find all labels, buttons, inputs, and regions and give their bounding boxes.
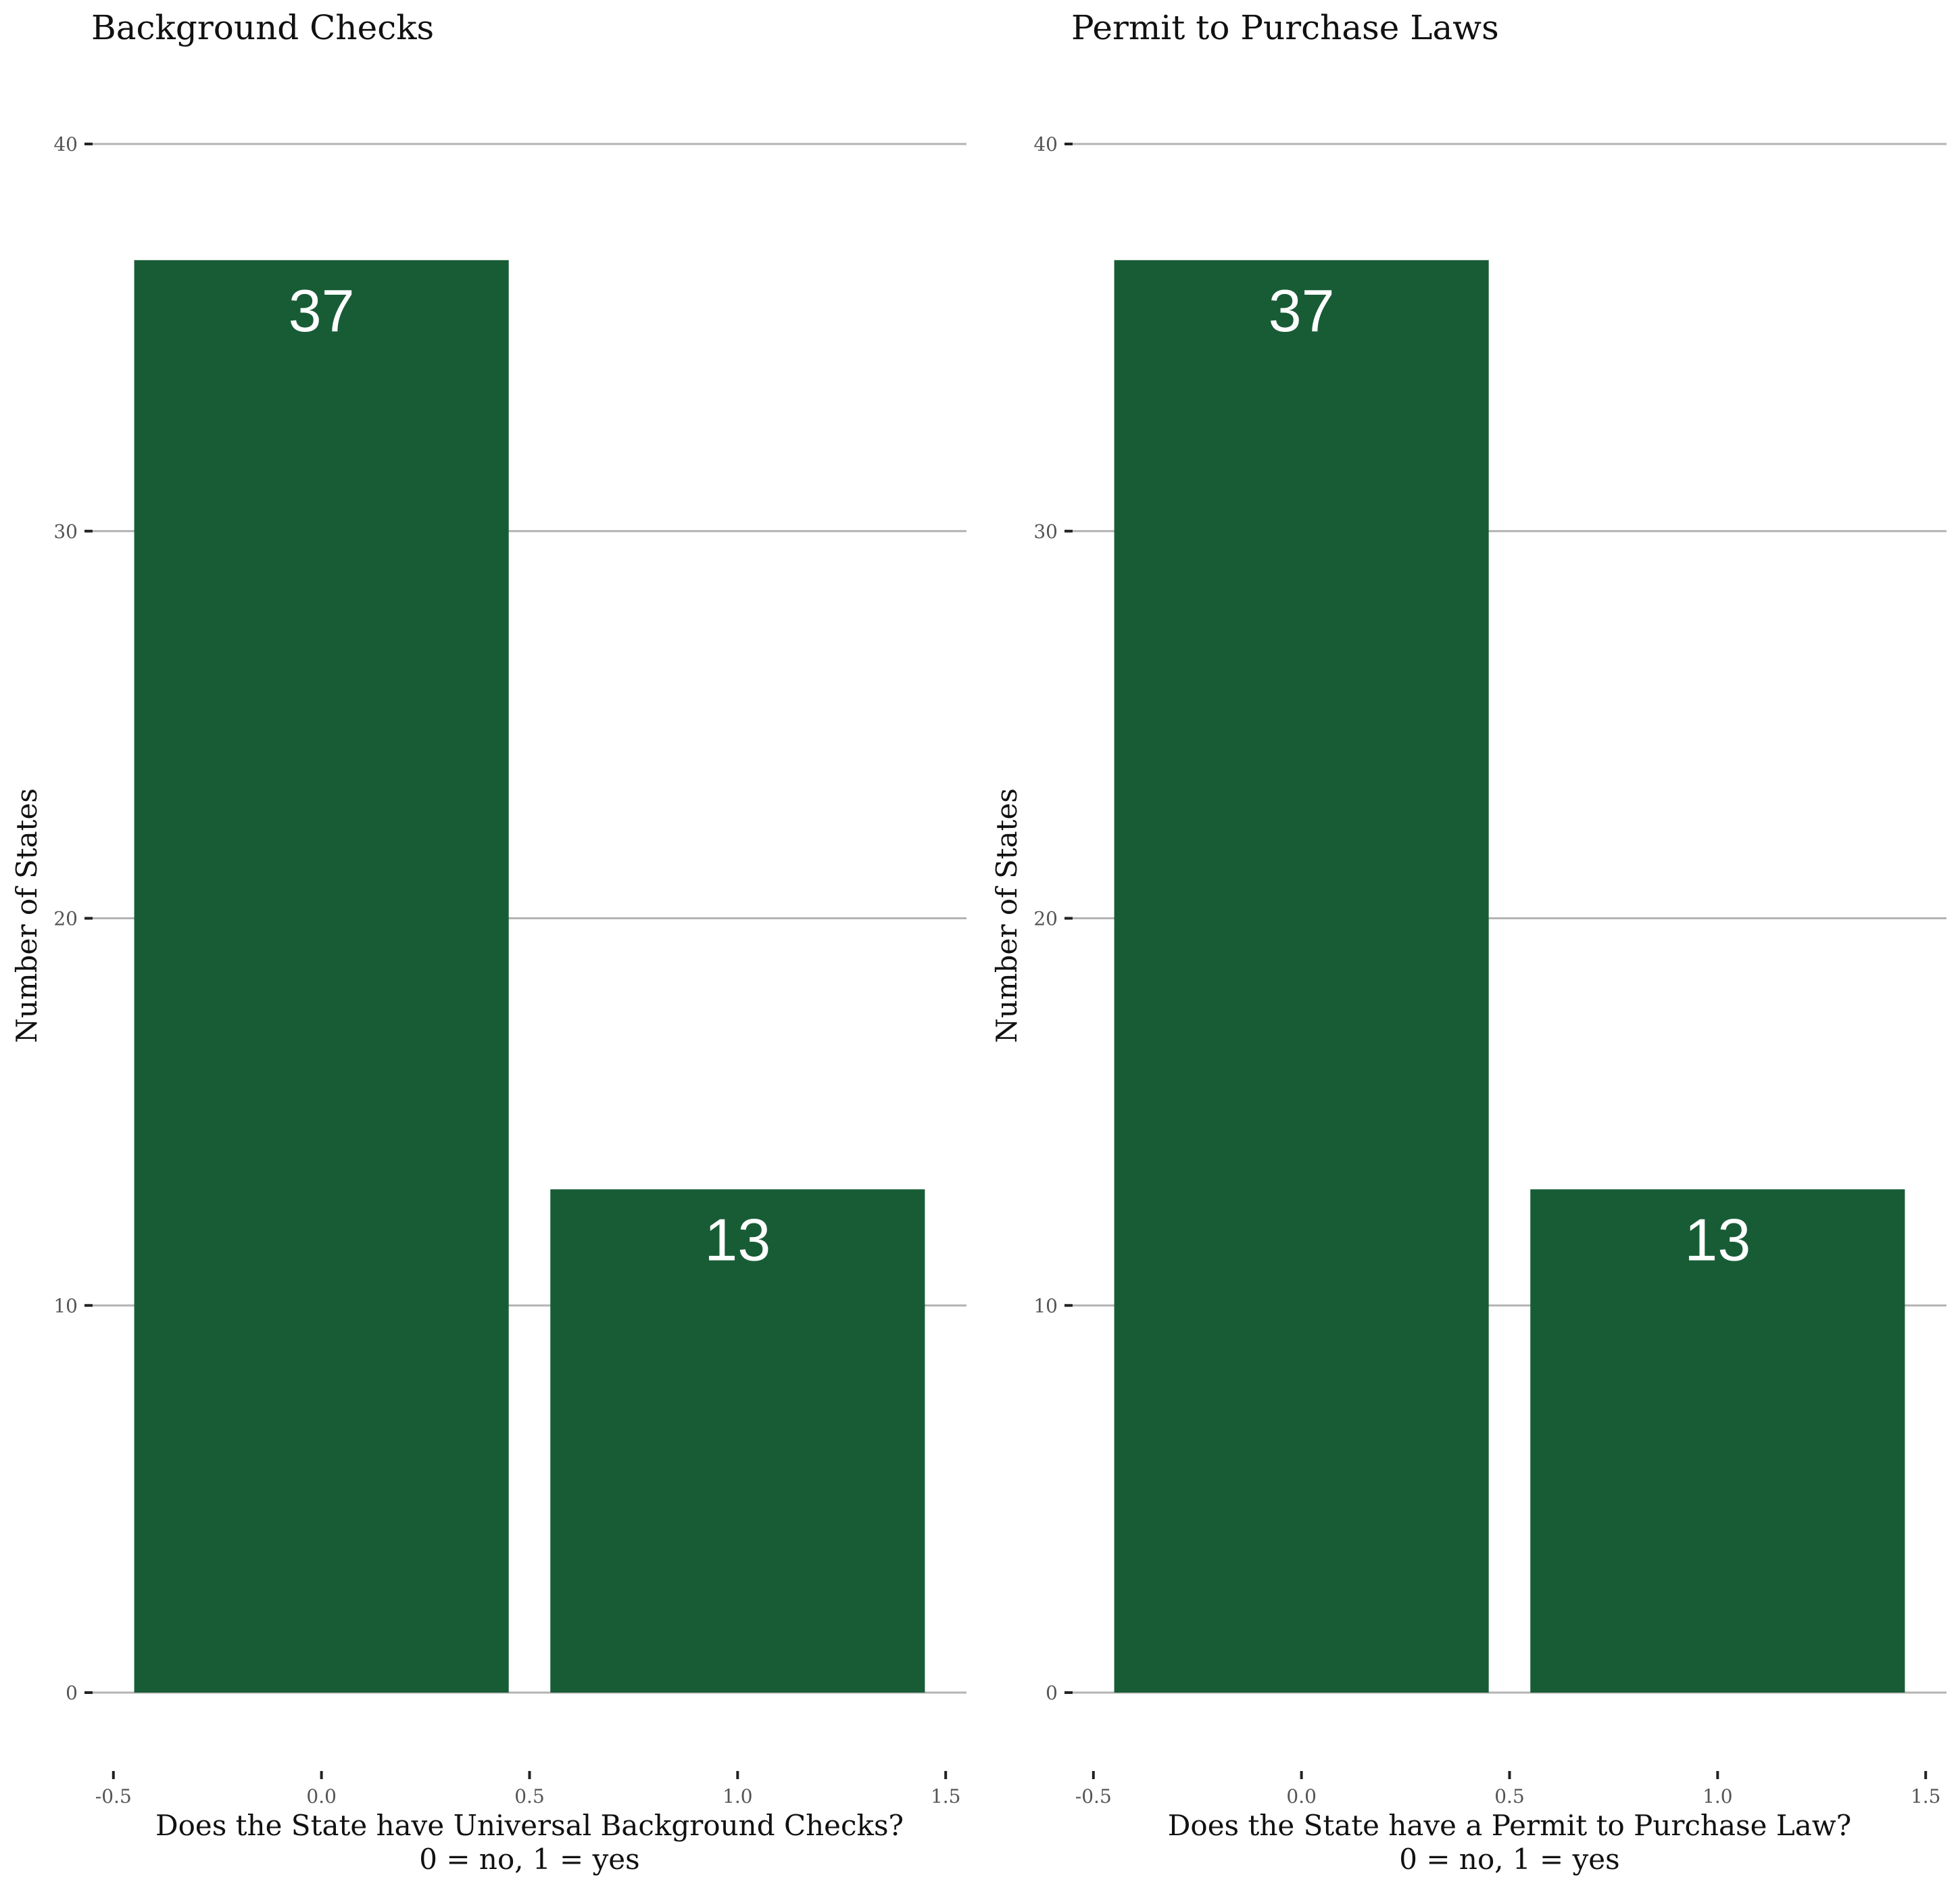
y-tick-label: 20 xyxy=(53,908,78,930)
y-axis-title: Number of States xyxy=(10,788,43,1043)
y-tick-label: 30 xyxy=(1033,520,1058,543)
x-axis-subtitle: 0 = no, 1 = yes xyxy=(419,1843,639,1876)
x-tick-label: -0.5 xyxy=(95,1785,132,1808)
bar-data-label: 37 xyxy=(289,277,355,344)
x-tick-label: -0.5 xyxy=(1075,1785,1112,1808)
bar-1 xyxy=(1530,1189,1905,1693)
x-tick-label: 1.0 xyxy=(722,1785,753,1808)
x-axis-title: Does the State have a Permit to Purchase… xyxy=(1168,1809,1852,1842)
bar-data-label: 13 xyxy=(704,1206,770,1273)
chart-panel-permit-to-purchase: 0 10 20 30 40 37 13 -0.5 0.0 0.5 1.0 1.5 Permit to P… xyxy=(980,0,1960,1892)
x-tick-label: 1.0 xyxy=(1702,1785,1733,1808)
y-tick-label: 10 xyxy=(1033,1294,1058,1317)
chart-svg: 0 10 20 30 40 37 13 -0.5 0.0 0.5 1.0 1.5 Background … xyxy=(10,8,966,1876)
bar-0 xyxy=(1114,260,1489,1693)
y-tick-label: 20 xyxy=(1033,908,1058,930)
chart-title: Background Checks xyxy=(91,8,434,47)
x-tick-label: 0.0 xyxy=(1286,1785,1317,1808)
bar-data-label: 37 xyxy=(1269,277,1335,344)
x-tick-label: 1.5 xyxy=(1911,1785,1941,1808)
y-tick-label: 0 xyxy=(66,1682,78,1704)
bar-1 xyxy=(550,1189,925,1693)
chart-title: Permit to Purchase Laws xyxy=(1071,8,1499,47)
y-tick-label: 40 xyxy=(1033,133,1058,155)
bar-0 xyxy=(134,260,509,1693)
chart-panel-background-checks: 0 10 20 30 40 37 13 -0.5 0.0 0.5 1.0 1.5 Background … xyxy=(10,8,966,1876)
y-tick-label: 30 xyxy=(53,520,78,543)
x-tick-label: 0.5 xyxy=(514,1785,545,1808)
y-axis-title: Number of States xyxy=(990,788,1023,1043)
x-tick-label: 1.5 xyxy=(931,1785,961,1808)
y-tick-label: 40 xyxy=(53,133,78,155)
bar-data-label: 13 xyxy=(1684,1206,1750,1273)
x-tick-label: 0.0 xyxy=(306,1785,337,1808)
y-tick-label: 10 xyxy=(53,1294,78,1317)
x-axis-title: Does the State have Universal Background… xyxy=(155,1809,904,1842)
chart-svg: 0 10 20 30 40 37 13 -0.5 0.0 0.5 1.0 1.5 Permit to P… xyxy=(990,8,1946,1876)
x-axis-subtitle: 0 = no, 1 = yes xyxy=(1399,1843,1619,1876)
x-tick-label: 0.5 xyxy=(1494,1785,1525,1808)
y-tick-label: 0 xyxy=(1046,1682,1058,1704)
